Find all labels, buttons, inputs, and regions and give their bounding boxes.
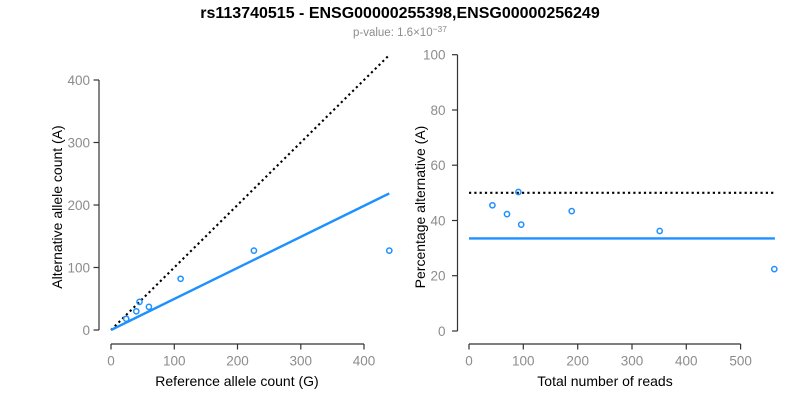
y-tick-label: 20 (430, 269, 445, 284)
right-plot: 0 100 200 300 400 500 0 20 40 60 80 100 (423, 48, 778, 369)
identity-dotted-line (110, 54, 391, 331)
data-point (515, 188, 522, 196)
y-tick-label: 300 (67, 135, 90, 150)
data-point (770, 265, 778, 273)
figure-subtitle: p-value: 1.6×10−37 (0, 23, 800, 40)
data-point (177, 275, 184, 283)
x-tick-label: 400 (353, 354, 376, 369)
x-tick-label: 100 (512, 354, 535, 369)
x-tick-label: 200 (226, 354, 249, 369)
data-point (568, 207, 576, 215)
x-tick-label: 400 (675, 354, 698, 369)
data-point (489, 201, 496, 209)
data-point (145, 303, 153, 311)
figure-title: rs113740515 - ENSG00000255398,ENSG000002… (200, 5, 600, 22)
y-tick-label: 0 (438, 324, 446, 339)
y-tick-label: 40 (430, 213, 445, 228)
x-tick-label: 200 (566, 354, 589, 369)
data-point (503, 210, 511, 218)
left-plot: 0 100 200 300 400 0 100 200 300 400 (67, 54, 393, 369)
fit-line (110, 192, 390, 332)
x-tick-label: 300 (290, 354, 313, 369)
x-tick-label: 500 (729, 354, 752, 369)
left-yaxis-title: Alternative allele count (A) (49, 125, 65, 289)
data-point (385, 247, 393, 254)
data-point (136, 298, 143, 306)
data-point (122, 315, 130, 323)
right-yaxis-title: Percentage alternative (A) (412, 125, 428, 289)
y-tick-label: 80 (430, 103, 445, 118)
data-point (517, 221, 525, 228)
x-tick-label: 100 (163, 354, 186, 369)
y-tick-label: 100 (67, 260, 90, 275)
data-point (656, 227, 664, 235)
left-xaxis-title: Reference allele count (G) (155, 373, 319, 389)
y-tick-label: 400 (67, 73, 90, 88)
data-point (132, 307, 140, 315)
x-tick-label: 300 (621, 354, 644, 369)
y-tick-label: 100 (423, 48, 446, 63)
y-tick-label: 0 (82, 323, 90, 338)
y-tick-label: 200 (67, 198, 90, 213)
x-tick-label: 0 (465, 354, 473, 369)
right-xaxis-title: Total number of reads (537, 373, 673, 389)
pvalue-text: p-value: 1.6×10 (352, 27, 433, 39)
pvalue-exponent: −37 (432, 24, 448, 34)
data-point (250, 247, 258, 254)
y-tick-label: 60 (430, 158, 445, 173)
x-tick-label: 0 (107, 354, 115, 369)
